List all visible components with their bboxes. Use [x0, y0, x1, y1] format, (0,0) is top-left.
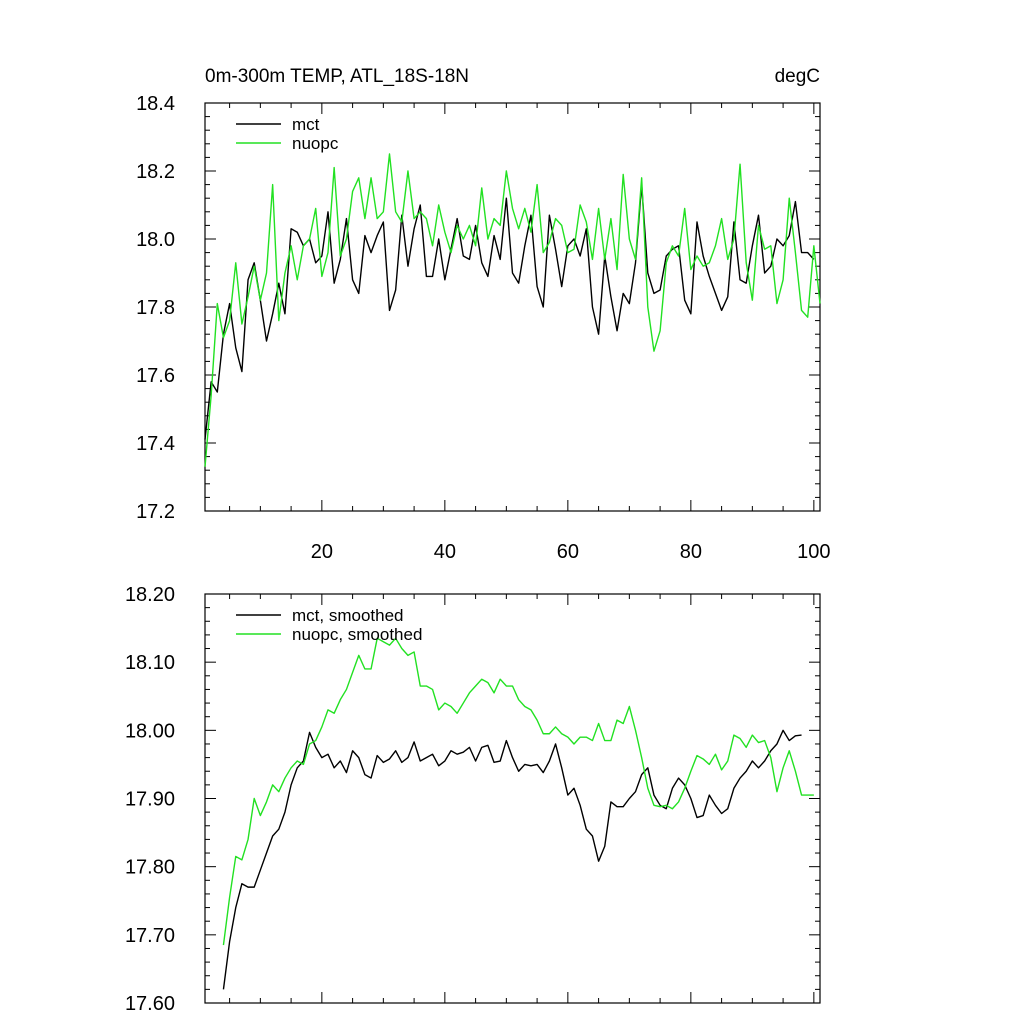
chart0-series-line-nuopc — [204, 153, 821, 467]
chart1-ytick-label: 18.00 — [125, 720, 175, 742]
chart1-ytick-label: 17.90 — [125, 789, 175, 811]
chart1-ytick-label: 17.80 — [125, 857, 175, 879]
chart0-xtick-label: 80 — [680, 541, 702, 563]
chart0-ytick-label: 17.2 — [136, 501, 175, 523]
chart1-legend-label: nuopc, smoothed — [292, 625, 422, 644]
chart1-legend-label: mct, smoothed — [292, 606, 404, 625]
chart1-ytick-label: 17.70 — [125, 925, 175, 947]
chart0-legend-label: nuopc — [292, 134, 339, 153]
chart0-units: degC — [775, 66, 820, 87]
bottom-chart: 17.60 17.70 17.80 17.90 18.00 18.10 18.20 mct, … — [125, 584, 821, 1015]
chart1-ytick-label: 18.20 — [125, 584, 175, 606]
chart0-xtick-label: 60 — [557, 541, 579, 563]
chart0-xtick-label: 40 — [434, 541, 456, 563]
chart1-ytick-label: 18.10 — [125, 652, 175, 674]
chart1-plot-frame — [204, 593, 821, 1004]
chart0-ytick-label: 17.4 — [136, 433, 175, 455]
chart0-xtick-label: 20 — [311, 541, 333, 563]
chart0-ytick-label: 17.6 — [136, 365, 175, 387]
chart0-legend-label: mct — [292, 115, 320, 134]
chart1-series-line-nuopc — [222, 637, 814, 946]
chart0-ytick-label: 18.2 — [136, 161, 175, 183]
chart0-plot-frame — [204, 102, 821, 512]
chart0-ytick-label: 18.4 — [136, 93, 175, 115]
chart0-title: 0m-300m TEMP, ATL_18S-18N — [205, 66, 469, 87]
chart0-xtick-label: 100 — [797, 541, 830, 563]
chart1-ytick-label: 17.60 — [125, 993, 175, 1015]
chart0-ytick-label: 17.8 — [136, 297, 175, 319]
top-chart: 20 40 60 80 100 17.2 17.4 17.6 17.8 18.0 18.2 18.4 0… — [136, 66, 830, 563]
chart0-ytick-label: 18.0 — [136, 229, 175, 251]
chart1-series-line-mct — [222, 729, 802, 990]
